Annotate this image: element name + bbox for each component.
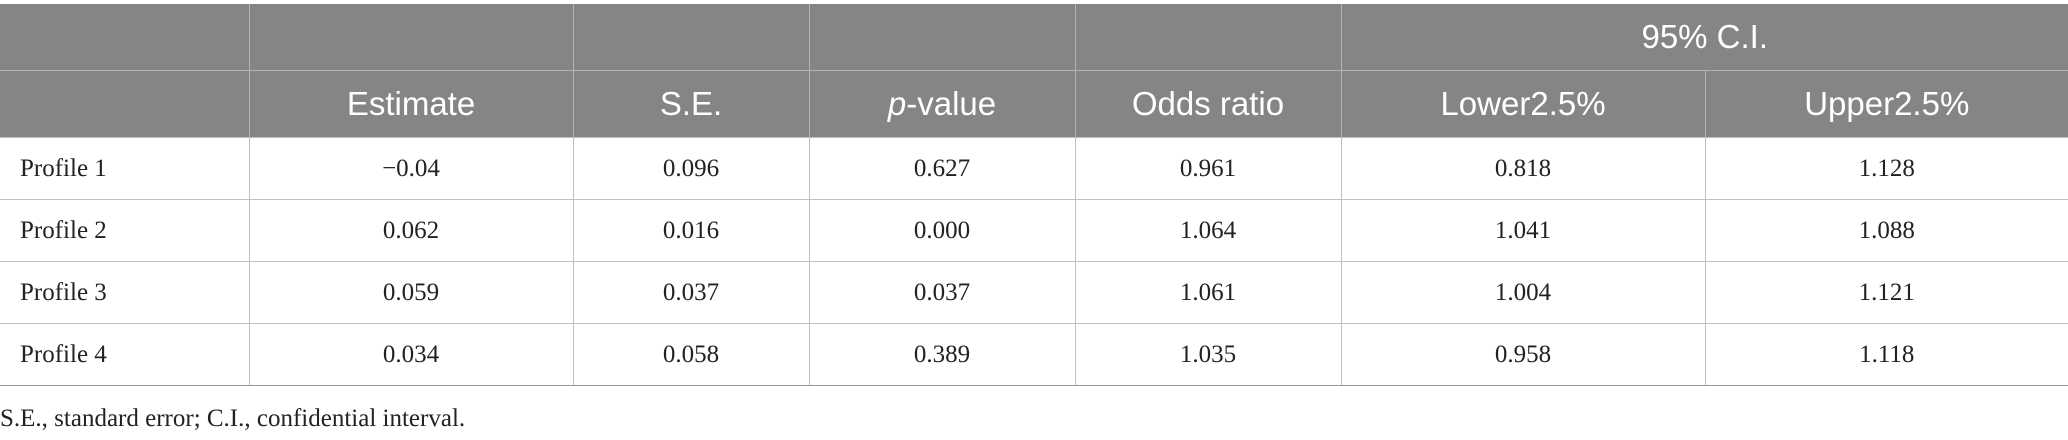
cell-lower: 0.818 bbox=[1340, 137, 1706, 200]
cell-upper: 1.128 bbox=[1704, 137, 2068, 200]
table-row: Profile 1 −0.04 0.096 0.627 0.961 0.818 … bbox=[0, 137, 2068, 200]
header-blank-cell bbox=[1074, 4, 1342, 71]
cell-odds-ratio: 1.064 bbox=[1074, 199, 1342, 262]
cell-odds-ratio: 0.961 bbox=[1074, 137, 1342, 200]
cell-se: 0.037 bbox=[572, 261, 810, 324]
cell-estimate: 0.062 bbox=[248, 199, 574, 262]
cell-odds-ratio: 1.061 bbox=[1074, 261, 1342, 324]
cell-se: 0.016 bbox=[572, 199, 810, 262]
cell-p-value: 0.627 bbox=[808, 137, 1076, 200]
table-row: Profile 4 0.034 0.058 0.389 1.035 0.958 … bbox=[0, 323, 2068, 386]
cell-lower: 1.004 bbox=[1340, 261, 1706, 324]
ci-group-header: 95% C.I. bbox=[1340, 4, 2068, 71]
column-header-upper: Upper2.5% bbox=[1704, 70, 2068, 138]
table-footnote: S.E., standard error; C.I., confidential… bbox=[0, 405, 466, 432]
cell-p-value: 0.389 bbox=[808, 323, 1076, 386]
p-value-suffix: -value bbox=[906, 85, 997, 122]
header-blank-cell bbox=[0, 4, 250, 71]
header-row-group: 95% C.I. bbox=[0, 4, 2068, 71]
cell-upper: 1.118 bbox=[1704, 323, 2068, 386]
table-row: Profile 2 0.062 0.016 0.000 1.064 1.041 … bbox=[0, 199, 2068, 262]
cell-upper: 1.121 bbox=[1704, 261, 2068, 324]
column-header-estimate: Estimate bbox=[248, 70, 574, 138]
p-italic: p bbox=[887, 85, 907, 122]
row-label: Profile 3 bbox=[0, 261, 250, 324]
cell-p-value: 0.000 bbox=[808, 199, 1076, 262]
results-table: 95% C.I. Estimate S.E. p-value Odds rati… bbox=[0, 4, 2068, 386]
cell-lower: 0.958 bbox=[1340, 323, 1706, 386]
column-header-p-value: p-value bbox=[808, 70, 1076, 138]
cell-estimate: 0.034 bbox=[248, 323, 574, 386]
cell-se: 0.096 bbox=[572, 137, 810, 200]
header-blank-cell bbox=[808, 4, 1076, 71]
cell-se: 0.058 bbox=[572, 323, 810, 386]
column-header-odds-ratio: Odds ratio bbox=[1074, 70, 1342, 138]
table-row: Profile 3 0.059 0.037 0.037 1.061 1.004 … bbox=[0, 261, 2068, 324]
cell-lower: 1.041 bbox=[1340, 199, 1706, 262]
cell-upper: 1.088 bbox=[1704, 199, 2068, 262]
row-label: Profile 2 bbox=[0, 199, 250, 262]
cell-odds-ratio: 1.035 bbox=[1074, 323, 1342, 386]
header-row-columns: Estimate S.E. p-value Odds ratio Lower2.… bbox=[0, 70, 2068, 138]
cell-estimate: −0.04 bbox=[248, 137, 574, 200]
cell-p-value: 0.037 bbox=[808, 261, 1076, 324]
header-blank-cell bbox=[0, 70, 250, 138]
row-label: Profile 4 bbox=[0, 323, 250, 386]
header-blank-cell bbox=[572, 4, 810, 71]
row-label: Profile 1 bbox=[0, 137, 250, 200]
header-blank-cell bbox=[248, 4, 574, 71]
column-header-se: S.E. bbox=[572, 70, 810, 138]
cell-estimate: 0.059 bbox=[248, 261, 574, 324]
column-header-lower: Lower2.5% bbox=[1340, 70, 1706, 138]
